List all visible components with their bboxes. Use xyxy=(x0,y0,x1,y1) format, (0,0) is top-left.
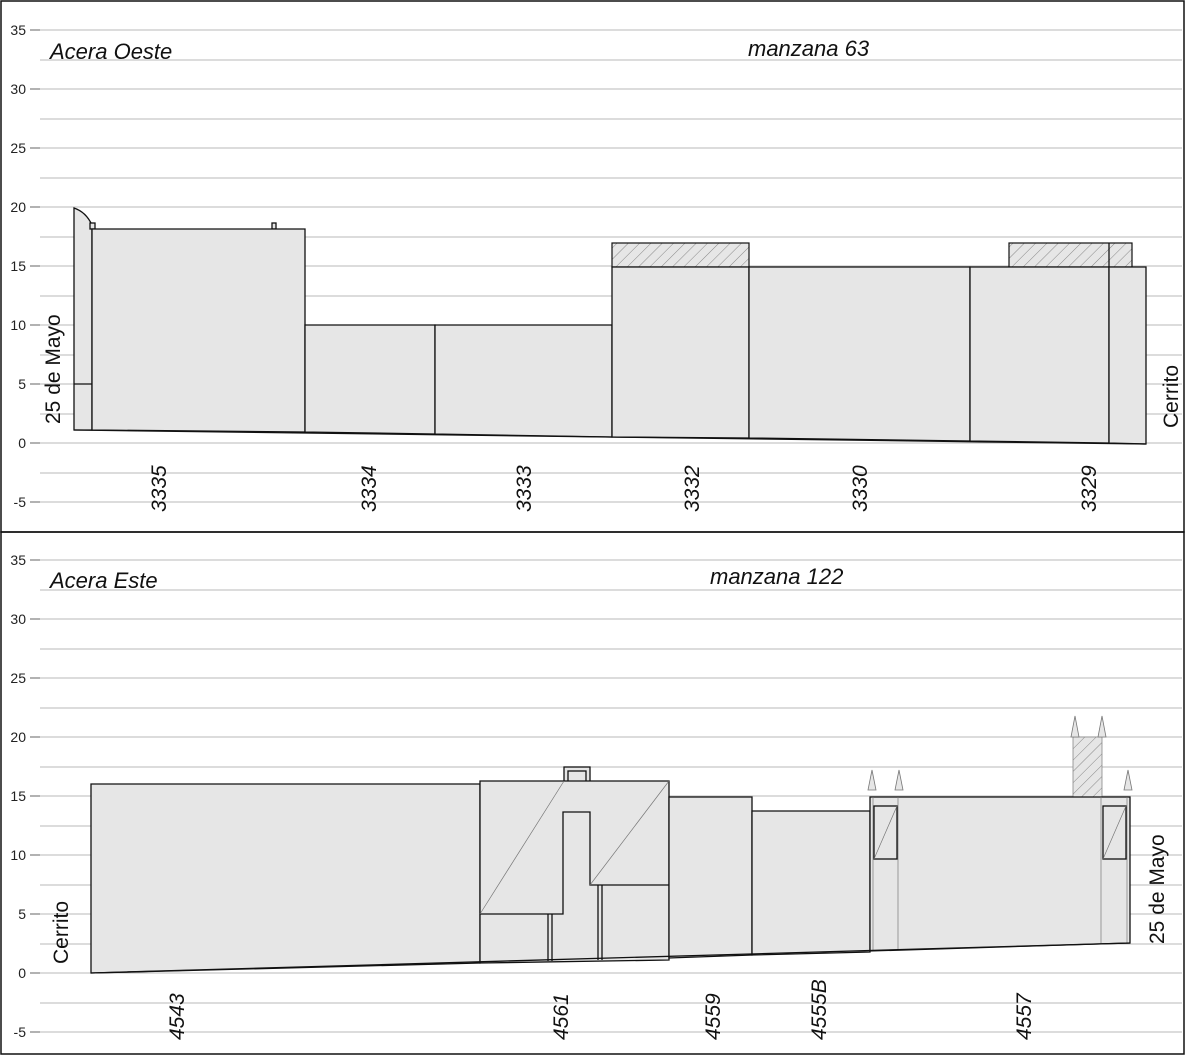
street-label-left: Cerrito xyxy=(50,901,73,964)
building-4557 xyxy=(869,796,1131,952)
building-3333 xyxy=(434,324,613,438)
building-3334 xyxy=(304,324,436,435)
corner-tower-3335 xyxy=(73,207,93,431)
lot-number: 3332 xyxy=(681,465,704,512)
axis-labels-top: 35 30 25 20 15 10 5 0 -5 xyxy=(10,22,26,510)
tick-label: 10 xyxy=(10,317,26,333)
tick-label: 0 xyxy=(18,435,26,451)
street-label-right: Cerrito xyxy=(1160,365,1183,428)
tick-label: 30 xyxy=(10,81,26,97)
tower-addition-4557 xyxy=(1072,736,1103,798)
roof-addition-3332 xyxy=(611,242,750,268)
lot-numbers-top: 3335 3334 3333 3332 3330 3329 xyxy=(148,465,1101,512)
tick-label: 35 xyxy=(10,552,26,568)
building-4543 xyxy=(90,783,481,974)
building-3329-corner xyxy=(1108,266,1147,445)
building-4561 xyxy=(479,780,670,964)
axis-ticks-top xyxy=(30,29,40,503)
tick-label: 25 xyxy=(10,140,26,156)
tick-label: 0 xyxy=(18,965,26,981)
facades-top xyxy=(73,207,1147,445)
block-label: manzana 122 xyxy=(710,564,843,589)
panel-bottom: 35 30 25 20 15 10 5 0 -5 Acera Este manz… xyxy=(0,531,1185,1055)
lot-number: 3335 xyxy=(148,465,171,512)
tick-label: 10 xyxy=(10,847,26,863)
facades-bottom xyxy=(90,715,1133,974)
lot-number: 4561 xyxy=(550,993,573,1040)
tick-label: 30 xyxy=(10,611,26,627)
sidewalk-label: Acera Oeste xyxy=(48,39,172,64)
tick-label: 25 xyxy=(10,670,26,686)
sidewalk-label: Acera Este xyxy=(48,568,158,593)
lot-number: 3330 xyxy=(849,465,872,512)
lot-number: 3333 xyxy=(513,465,536,512)
lot-number: 4543 xyxy=(166,993,189,1040)
lot-number: 3334 xyxy=(358,465,381,512)
street-profile-line xyxy=(90,942,1131,974)
tick-label: 15 xyxy=(10,258,26,274)
axis-ticks-bottom xyxy=(30,559,40,1033)
axis-labels-bottom: 35 30 25 20 15 10 5 0 -5 xyxy=(10,552,26,1040)
street-label-left: 25 de Mayo xyxy=(42,314,65,424)
tick-label: -5 xyxy=(14,494,27,510)
lot-number: 4557 xyxy=(1013,992,1036,1040)
tick-label: 5 xyxy=(18,376,26,392)
building-3329 xyxy=(969,266,1110,444)
tick-label: 35 xyxy=(10,22,26,38)
panel-bottom-frame xyxy=(0,531,1185,1055)
tick-label: 5 xyxy=(18,906,26,922)
tick-label: 20 xyxy=(10,199,26,215)
building-3335 xyxy=(91,228,306,433)
lot-number: 4555B xyxy=(808,979,831,1040)
tick-label: 20 xyxy=(10,729,26,745)
street-label-right: 25 de Mayo xyxy=(1146,834,1169,944)
building-4555b xyxy=(751,810,871,956)
building-4559 xyxy=(668,796,753,959)
lot-number: 3329 xyxy=(1078,465,1101,512)
building-3330 xyxy=(748,266,971,442)
lot-numbers-bottom: 4543 4561 4559 4555B 4557 xyxy=(166,979,1036,1040)
building-3332 xyxy=(611,266,750,439)
panel-top: 35 30 25 20 15 10 5 0 -5 Acera Oeste man… xyxy=(0,0,1185,533)
tick-label: -5 xyxy=(14,1024,27,1040)
lot-number: 4559 xyxy=(702,993,725,1040)
roof-addition-3329 xyxy=(1008,242,1133,268)
street-profile-line xyxy=(73,429,1147,445)
tick-label: 15 xyxy=(10,788,26,804)
block-label: manzana 63 xyxy=(748,36,870,61)
